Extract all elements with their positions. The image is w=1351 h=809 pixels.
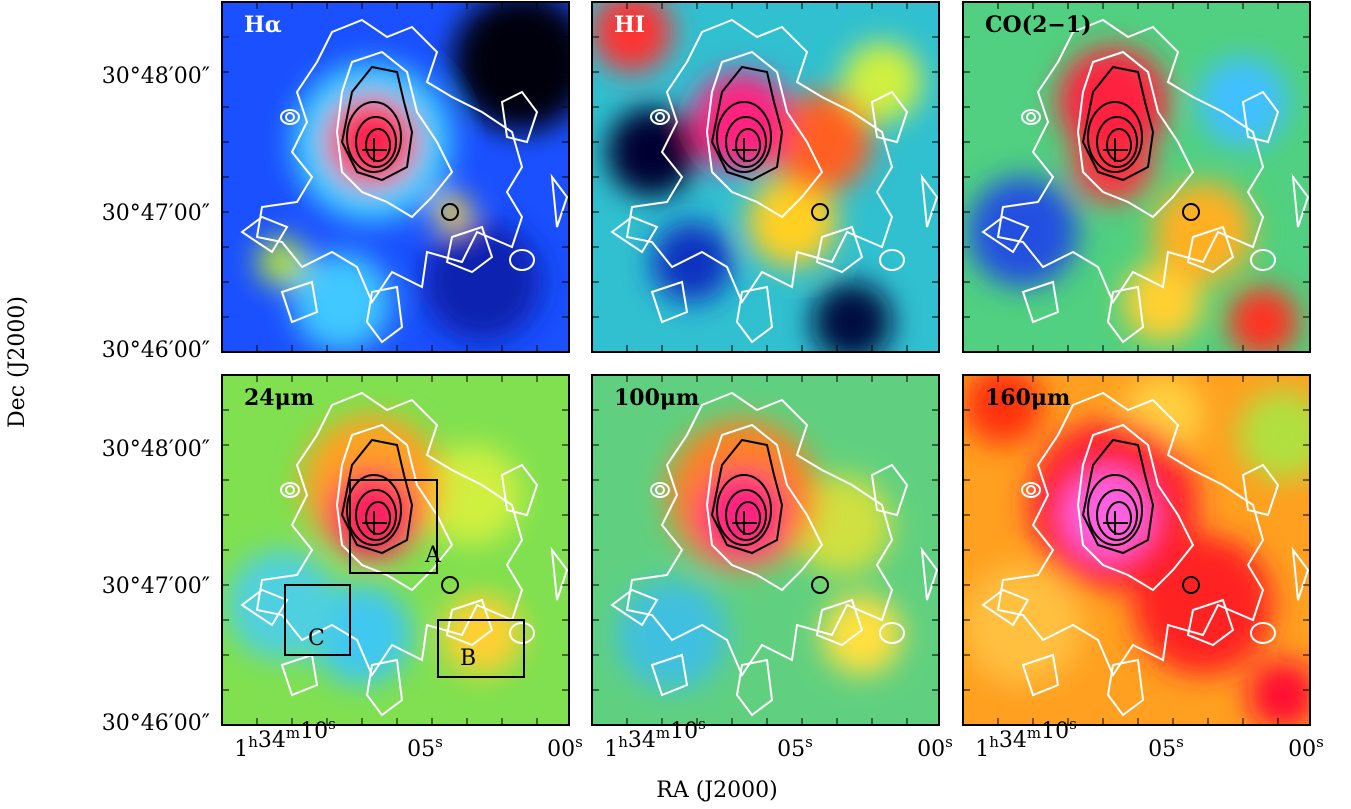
panel-frame xyxy=(591,374,940,726)
region-label: B xyxy=(460,646,476,671)
y-tick-label: 30°48′00″ xyxy=(102,437,210,462)
region-box xyxy=(437,619,525,678)
x-tick-label: 1h34m10s xyxy=(234,715,336,762)
panel-label: 24μm xyxy=(244,385,314,411)
x-tick-label: 00s xyxy=(1288,733,1324,762)
panel-frame xyxy=(962,374,1311,726)
panel-frame xyxy=(962,1,1311,353)
x-tick-label: 05s xyxy=(1148,733,1184,762)
image-panel: 24μm A B C xyxy=(221,374,570,726)
panel-label: Hα xyxy=(244,12,282,38)
x-tick-label: 1h34m10s xyxy=(975,715,1077,762)
x-tick-label: 00s xyxy=(917,733,953,762)
image-panel: Hα xyxy=(221,1,570,353)
x-tick-label: 1h34m10s xyxy=(604,715,706,762)
y-tick-label: 30°46′00″ xyxy=(102,711,210,736)
y-tick-label: 30°47′00″ xyxy=(102,574,210,599)
x-tick-label: 00s xyxy=(547,733,583,762)
region-box xyxy=(349,479,438,574)
x-tick-label: 05s xyxy=(777,733,813,762)
region-box xyxy=(284,584,351,656)
panel-label: 100μm xyxy=(614,385,699,411)
panel-frame xyxy=(221,374,570,726)
y-tick-label: 30°47′00″ xyxy=(102,201,210,226)
image-panel: CO(2−1) xyxy=(962,1,1311,353)
panel-label: 160μm xyxy=(985,385,1070,411)
image-panel: 100μm xyxy=(591,374,940,726)
x-tick-label: 05s xyxy=(407,733,443,762)
y-axis-label: Dec (J2000) xyxy=(5,296,30,428)
y-tick-label: 30°46′00″ xyxy=(102,338,210,363)
region-label: A xyxy=(424,543,442,568)
panel-label: HI xyxy=(614,12,645,38)
x-axis-label: RA (J2000) xyxy=(656,778,777,803)
region-label: C xyxy=(308,626,325,651)
image-panel: HI xyxy=(591,1,940,353)
y-tick-label: 30°48′00″ xyxy=(102,64,210,89)
panel-frame xyxy=(591,1,940,353)
panel-label: CO(2−1) xyxy=(985,12,1092,38)
panel-frame xyxy=(221,1,570,353)
image-panel: 160μm xyxy=(962,374,1311,726)
